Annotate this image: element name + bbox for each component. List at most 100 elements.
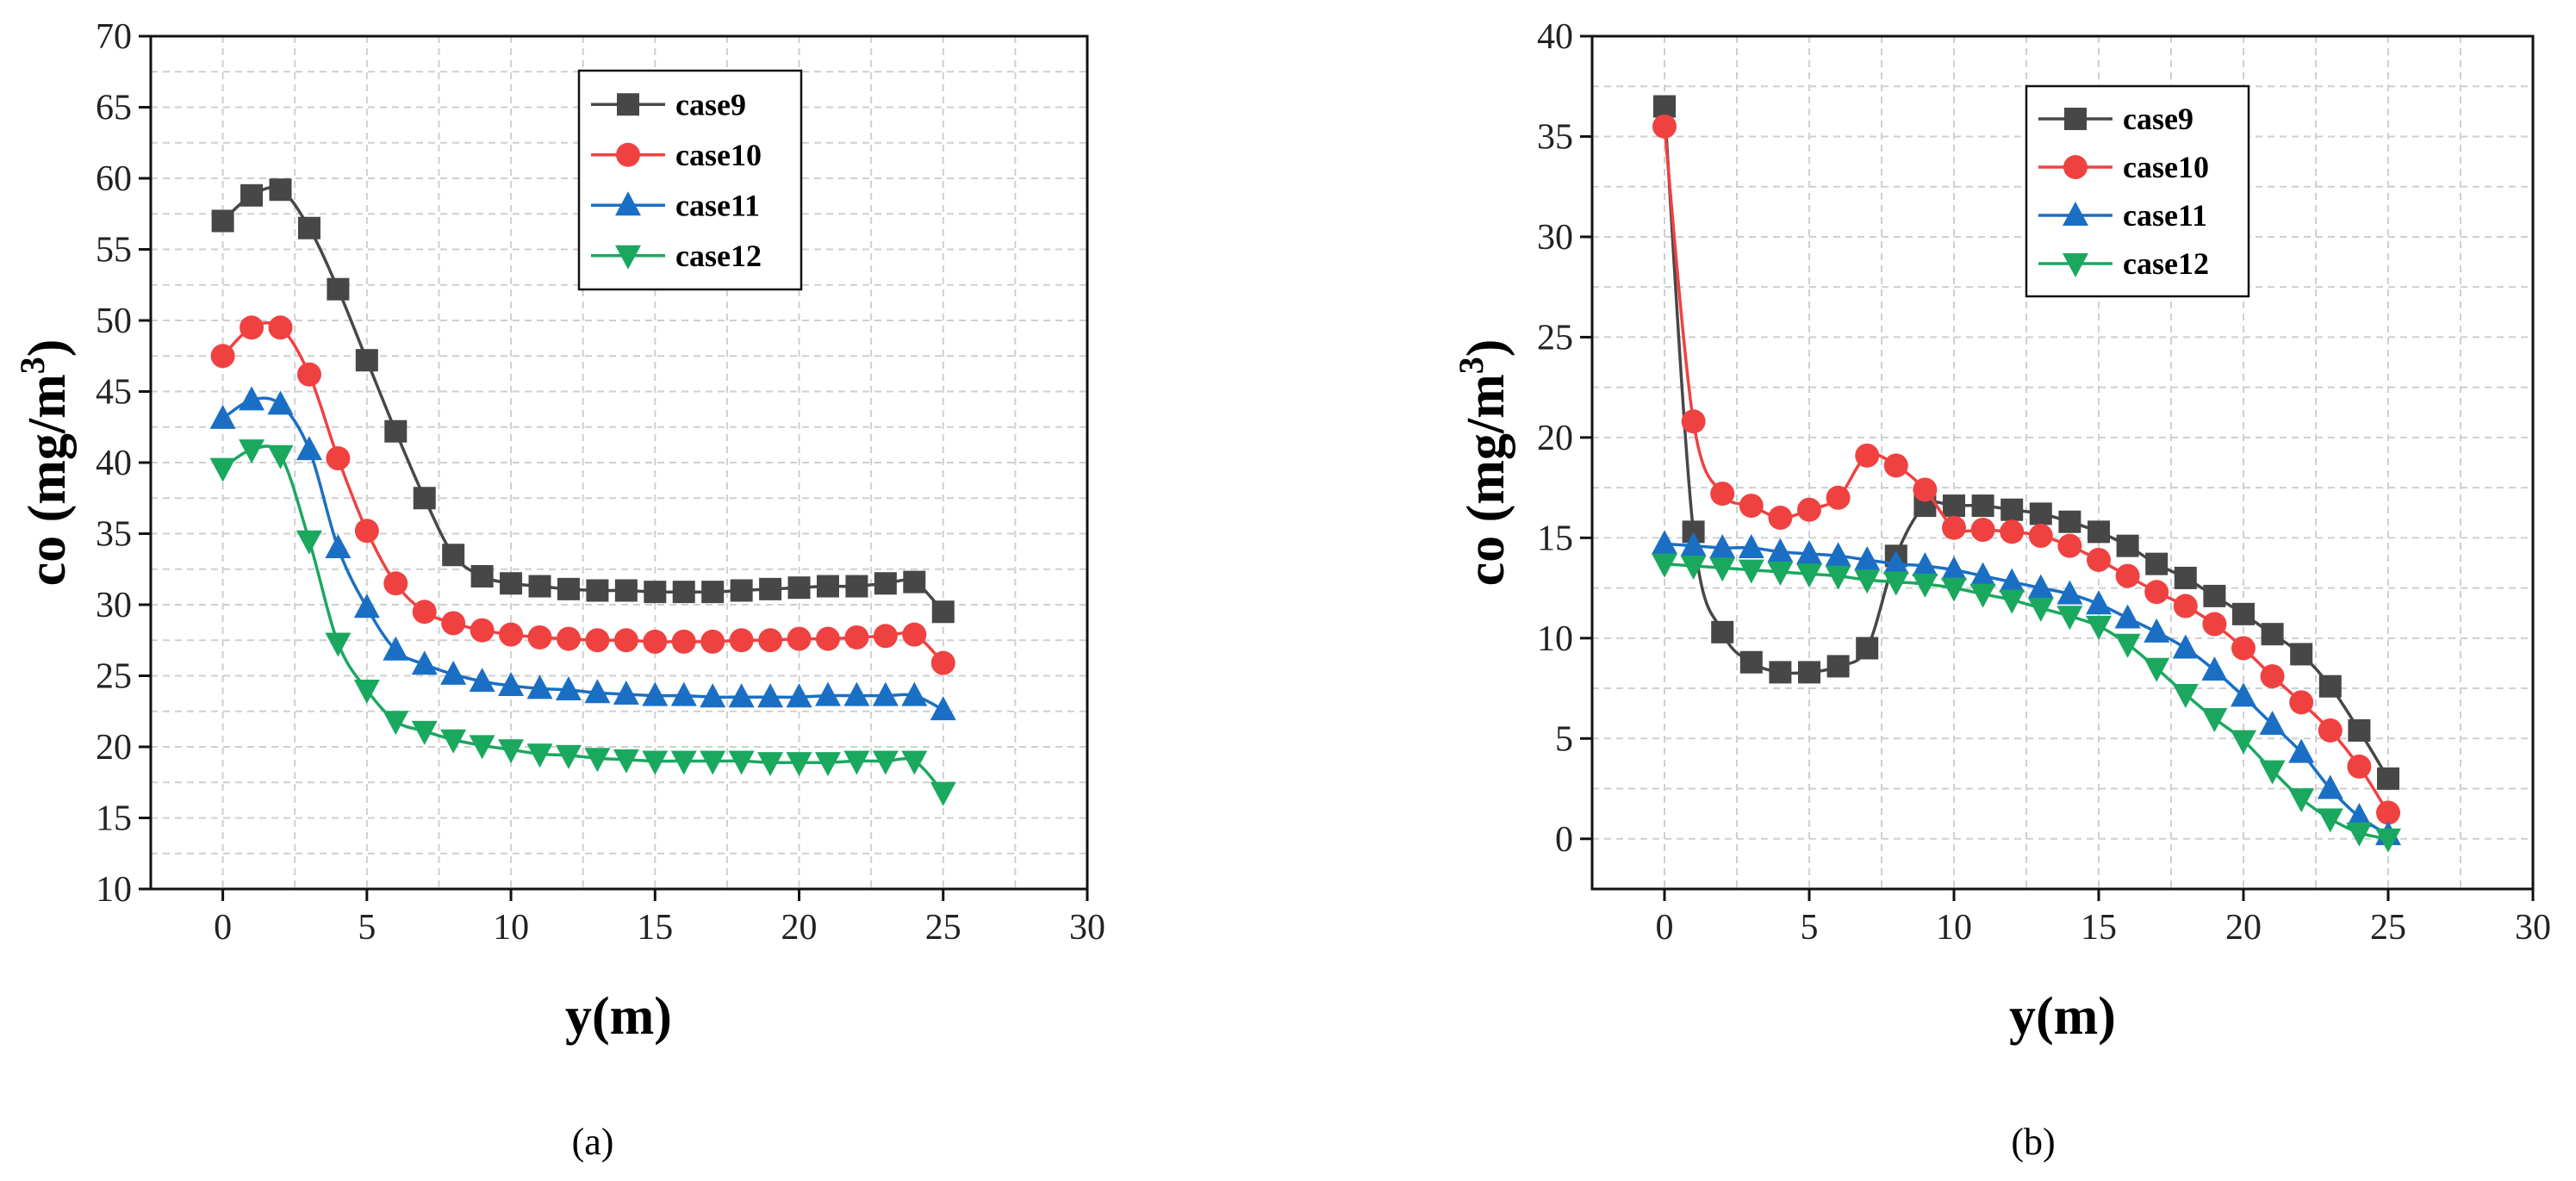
y-tick-label: 35 xyxy=(1537,117,1573,157)
data-point-case12 xyxy=(239,439,265,464)
data-point-case11 xyxy=(1969,562,1996,587)
data-point-case12 xyxy=(267,444,294,469)
data-point-case9 xyxy=(1971,494,1994,518)
data-point-case12 xyxy=(1767,561,1794,586)
y-tick-label: 25 xyxy=(1537,318,1573,357)
data-point-case11 xyxy=(1882,550,1909,575)
data-point-case12 xyxy=(2086,615,2112,640)
chart-panel-a: 0 5 10 15 20 25 30 10 15 20 25 30 35 40 45 50 55 60 65 70 y(… xyxy=(13,17,1105,1163)
data-point-case10 xyxy=(585,628,610,653)
data-point-case12 xyxy=(2114,633,2141,658)
data-point-case9 xyxy=(297,216,320,239)
data-point-case11 xyxy=(642,681,669,706)
data-point-case9 xyxy=(2261,623,2284,646)
data-point-case10 xyxy=(2202,612,2227,637)
data-point-case11 xyxy=(1796,539,1822,564)
data-point-case10 xyxy=(2000,519,2025,544)
data-point-case9 xyxy=(730,579,753,602)
data-point-case10 xyxy=(758,628,783,653)
series-case9 xyxy=(1653,95,2399,790)
data-point-case10 xyxy=(1826,485,1851,510)
series-case11 xyxy=(1652,530,2401,846)
data-point-case12 xyxy=(584,748,611,773)
legend-label-case11: case11 xyxy=(2123,198,2207,233)
data-point-case11 xyxy=(901,681,928,706)
y-tick-label: 50 xyxy=(96,301,132,341)
y-tick-label: 60 xyxy=(96,159,132,199)
data-point-case9 xyxy=(903,570,926,594)
data-point-case11 xyxy=(1709,534,1736,558)
data-point-case11 xyxy=(2346,803,2373,828)
plot-frame xyxy=(1590,34,2535,891)
data-point-case11 xyxy=(700,683,726,708)
data-point-case9 xyxy=(2174,566,2197,589)
data-point-case11 xyxy=(1999,568,2025,593)
data-point-case12 xyxy=(296,530,322,555)
grid xyxy=(151,36,1087,889)
data-point-case9 xyxy=(2232,602,2255,625)
data-point-case12 xyxy=(1854,569,1881,594)
data-point-case12 xyxy=(1912,573,1938,598)
data-point-case11 xyxy=(267,390,294,415)
data-point-case10 xyxy=(296,362,321,387)
y-tick-label: 0 xyxy=(1555,820,1573,860)
x-tick-label: 25 xyxy=(2370,908,2406,948)
x-tick-label: 10 xyxy=(1936,908,1972,948)
data-point-case10 xyxy=(1710,482,1735,507)
data-point-case9 xyxy=(2029,502,2052,525)
x-axis-title: y(m) xyxy=(565,987,672,1046)
data-point-case9 xyxy=(1943,494,1965,518)
data-point-case10 xyxy=(1942,515,1966,540)
series-case12 xyxy=(1652,553,2401,853)
data-point-case9 xyxy=(2318,674,2342,698)
data-point-case9 xyxy=(816,575,839,598)
data-point-case11 xyxy=(1941,556,1967,581)
data-point-case9 xyxy=(528,575,551,598)
data-point-case10 xyxy=(527,625,552,650)
data-point-case12 xyxy=(2056,606,2083,631)
data-point-case11 xyxy=(584,679,611,704)
data-point-case9 xyxy=(2377,767,2399,790)
legend-marker-case10 xyxy=(616,142,640,167)
data-point-case12 xyxy=(757,752,784,777)
data-point-case12 xyxy=(411,720,438,745)
data-point-case12 xyxy=(930,781,956,806)
data-point-case9 xyxy=(614,579,638,602)
data-point-case12 xyxy=(1969,583,1996,608)
y-tick-label: 45 xyxy=(96,373,132,413)
data-point-case10 xyxy=(873,624,898,649)
data-point-case12 xyxy=(2259,760,2286,785)
data-point-case12 xyxy=(526,743,553,768)
data-point-case10 xyxy=(354,519,379,544)
data-point-case12 xyxy=(1796,563,1822,588)
data-point-case9 xyxy=(1653,95,1676,118)
data-point-case11 xyxy=(1738,534,1764,558)
data-point-case12 xyxy=(901,750,928,775)
data-point-case10 xyxy=(441,611,466,636)
data-point-case12 xyxy=(2144,657,2170,682)
data-point-case9 xyxy=(355,349,378,372)
data-point-case12 xyxy=(1652,553,1677,578)
data-point-case10 xyxy=(2057,533,2082,558)
series-case9 xyxy=(211,178,955,624)
data-point-case11 xyxy=(814,681,841,706)
data-point-case11 xyxy=(526,674,553,699)
data-point-case11 xyxy=(498,672,525,697)
legend-marker-case9 xyxy=(2064,108,2087,130)
data-point-case11 xyxy=(383,636,409,661)
data-point-case10 xyxy=(2347,754,2372,779)
data-point-case10 xyxy=(2144,580,2169,605)
legend-box xyxy=(2025,84,2250,298)
data-point-case11 xyxy=(1825,542,1851,567)
data-point-case10 xyxy=(902,622,927,647)
y-tick-label: 25 xyxy=(96,657,132,697)
y-tick-label: 30 xyxy=(1537,218,1573,258)
series-case12 xyxy=(209,439,956,806)
data-point-case11 xyxy=(296,436,322,461)
data-point-case9 xyxy=(644,581,667,604)
data-point-case12 xyxy=(1738,559,1764,584)
x-tick-label: 5 xyxy=(358,908,376,948)
data-point-case10 xyxy=(2115,563,2140,588)
data-point-case11 xyxy=(209,404,236,429)
x-tick-label: 0 xyxy=(214,908,232,948)
